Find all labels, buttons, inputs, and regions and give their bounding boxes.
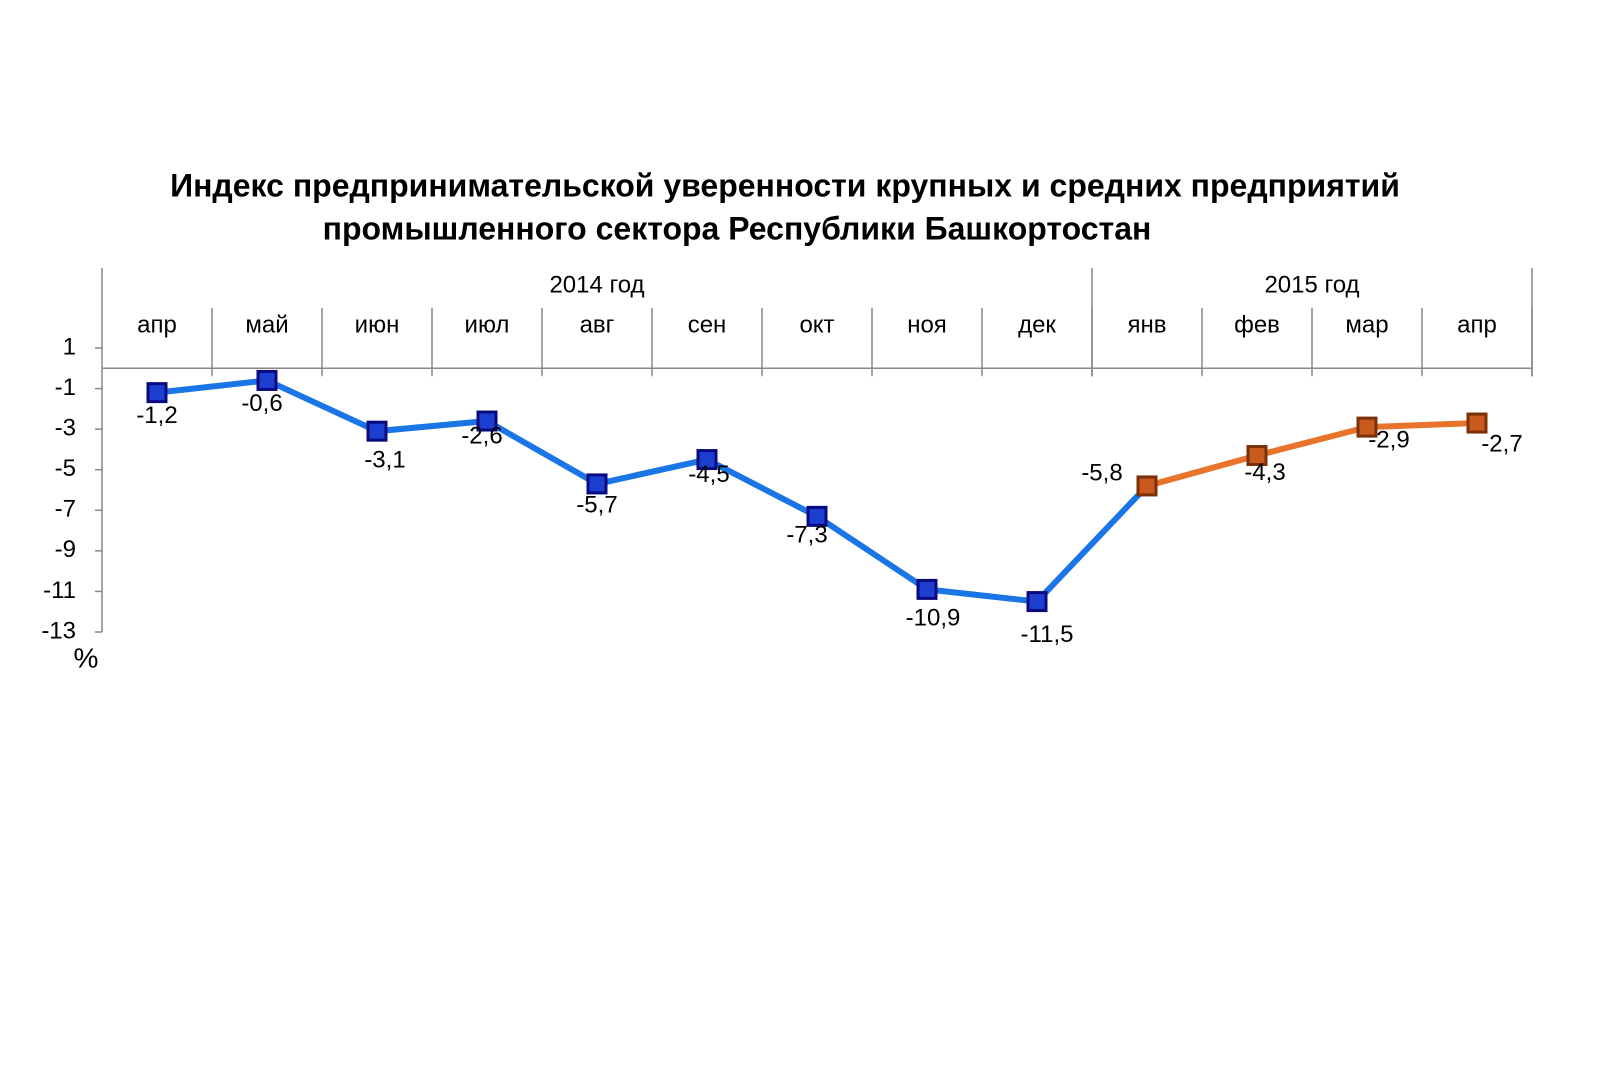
x-tick-label: янв (1128, 311, 1167, 338)
group-label: 2015 год (1264, 271, 1359, 298)
x-tick-label: сен (688, 311, 727, 338)
x-tick-label: мар (1345, 311, 1388, 338)
data-label: -11,5 (1021, 621, 1074, 648)
marker (1136, 475, 1158, 497)
series-line (1146, 420, 1478, 489)
x-tick-label: фев (1234, 311, 1280, 338)
marker (1246, 445, 1268, 467)
data-label: -5,8 (1081, 459, 1122, 486)
marker (1466, 412, 1488, 434)
marker (146, 382, 168, 404)
data-label: -10,9 (906, 605, 961, 632)
marker (1026, 591, 1048, 613)
y-tick-label: -1 (55, 374, 76, 401)
series-connector (1034, 483, 1150, 604)
x-tick-label: июн (355, 311, 400, 338)
group-label: 2014 год (549, 271, 644, 298)
data-label: -1,2 (136, 402, 177, 429)
y-tick-label: -3 (55, 414, 76, 441)
data-label: -2,6 (461, 422, 502, 449)
x-tick-label: апр (1457, 311, 1497, 338)
data-label: -4,3 (1244, 459, 1285, 486)
marker (916, 578, 938, 600)
data-label: -2,9 (1368, 426, 1409, 453)
y-tick-label: 1 (63, 333, 76, 360)
marker (586, 473, 608, 495)
x-tick-label: ноя (907, 311, 947, 338)
marker (256, 369, 278, 391)
data-label: -3,1 (364, 447, 405, 474)
x-tick-label: авг (580, 311, 615, 338)
y-tick-label: -5 (55, 455, 76, 482)
data-label: -2,7 (1481, 430, 1522, 457)
x-tick-label: май (245, 311, 288, 338)
x-tick-label: апр (137, 311, 177, 338)
marker (476, 410, 498, 432)
marker (696, 449, 718, 471)
data-label: -7,3 (786, 522, 827, 549)
chart-title: промышленного сектора Республики Башкорт… (323, 210, 1152, 246)
y-tick-label: -13 (41, 617, 76, 644)
marker (1356, 416, 1378, 438)
chart-title: Индекс предпринимательской уверенности к… (170, 167, 1400, 203)
x-tick-label: окт (799, 311, 834, 338)
data-label: -5,7 (576, 491, 617, 518)
y-tick-label: -7 (55, 496, 76, 523)
marker (366, 420, 388, 442)
y-tick-label: -11 (43, 577, 76, 604)
y-tick-label: -9 (55, 536, 76, 563)
x-tick-label: июл (465, 311, 510, 338)
marker (806, 505, 828, 527)
data-label: -4,5 (688, 461, 729, 488)
data-label: -0,6 (241, 390, 282, 417)
y-axis-label: % (74, 642, 99, 673)
x-tick-label: дек (1018, 311, 1056, 338)
